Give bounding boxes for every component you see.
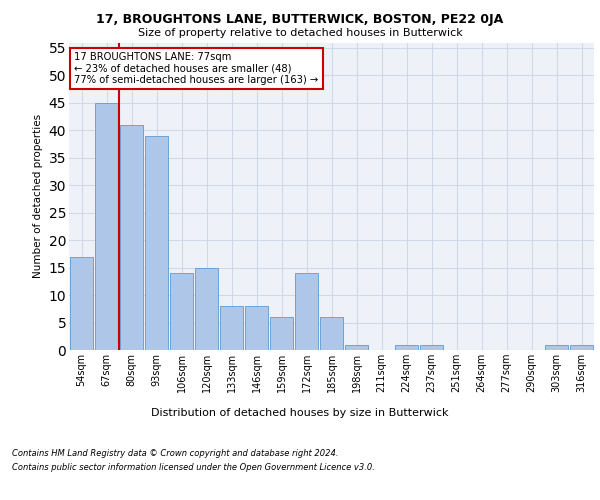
Bar — [420, 344, 443, 350]
Bar — [145, 136, 168, 350]
Bar — [220, 306, 243, 350]
Bar — [320, 317, 343, 350]
Text: 17 BROUGHTONS LANE: 77sqm
← 23% of detached houses are smaller (48)
77% of semi-: 17 BROUGHTONS LANE: 77sqm ← 23% of detac… — [74, 52, 319, 85]
Text: 17, BROUGHTONS LANE, BUTTERWICK, BOSTON, PE22 0JA: 17, BROUGHTONS LANE, BUTTERWICK, BOSTON,… — [97, 12, 503, 26]
Bar — [395, 344, 418, 350]
Bar — [195, 268, 218, 350]
Bar — [570, 344, 593, 350]
Text: Contains public sector information licensed under the Open Government Licence v3: Contains public sector information licen… — [12, 464, 375, 472]
Bar — [295, 273, 318, 350]
Bar — [245, 306, 268, 350]
Bar — [120, 125, 143, 350]
Text: Distribution of detached houses by size in Butterwick: Distribution of detached houses by size … — [151, 408, 449, 418]
Y-axis label: Number of detached properties: Number of detached properties — [33, 114, 43, 278]
Bar — [95, 103, 118, 350]
Bar — [170, 273, 193, 350]
Bar — [545, 344, 568, 350]
Bar — [70, 256, 93, 350]
Bar — [345, 344, 368, 350]
Text: Contains HM Land Registry data © Crown copyright and database right 2024.: Contains HM Land Registry data © Crown c… — [12, 448, 338, 458]
Bar — [270, 317, 293, 350]
Text: Size of property relative to detached houses in Butterwick: Size of property relative to detached ho… — [137, 28, 463, 38]
